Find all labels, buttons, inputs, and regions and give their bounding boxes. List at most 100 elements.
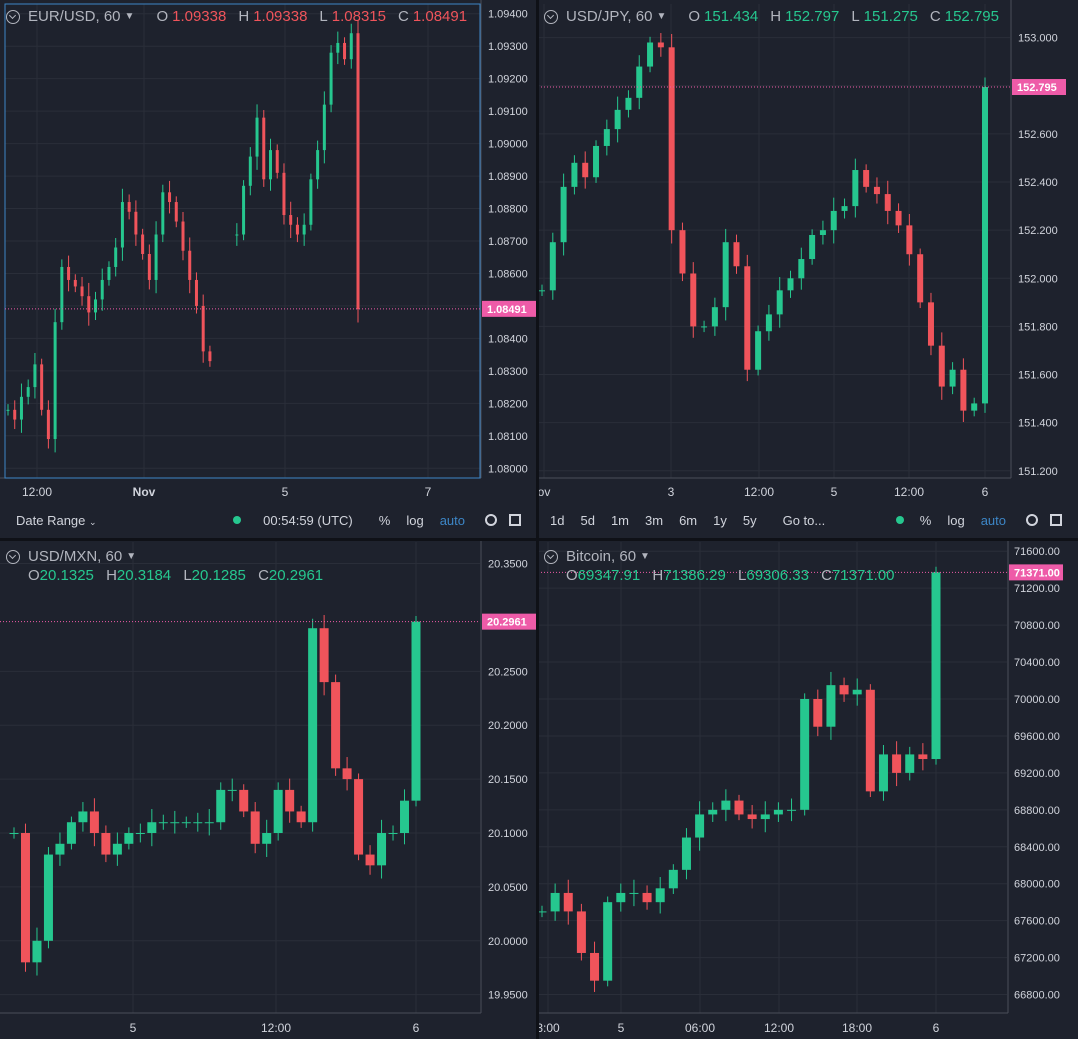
chevron-down-icon[interactable]: ▼ (640, 551, 650, 562)
x-tick-label: 6 (933, 1021, 940, 1035)
ohlc-usdmxn: O20.1325 H20.3184 L20.1285 C20.2961 (28, 567, 323, 584)
candle-body (147, 253, 151, 280)
chart-svg-usdjpy[interactable]: 153.000152.800152.600152.400152.200152.0… (538, 0, 1078, 502)
candle-body (9, 833, 19, 835)
candle-body (13, 409, 17, 420)
last-price-badge (482, 300, 536, 317)
gear-icon[interactable] (485, 514, 497, 526)
candle-body (655, 888, 665, 903)
symbol-label[interactable]: EUR/USD, 60 (28, 8, 121, 25)
x-tick-label: 12:00 (894, 485, 924, 499)
collapse-icon[interactable] (544, 549, 558, 564)
candle-body (239, 789, 249, 812)
collapse-icon[interactable] (6, 9, 20, 24)
y-tick-label: 1.09300 (488, 41, 528, 53)
chart-pane-btc[interactable]: 71600.00 71200.00 70800.00 70400.00 70000.00… (538, 540, 1078, 1039)
candle-body (170, 822, 180, 824)
candle-body (734, 800, 744, 815)
collapse-icon[interactable] (544, 9, 558, 24)
symbol-label[interactable]: USD/MXN, 60 (28, 548, 123, 565)
candle-body (852, 170, 859, 207)
candle-body (285, 789, 295, 812)
symbol-label[interactable]: USD/JPY, 60 (566, 8, 653, 25)
chart-svg-usdmxn[interactable]: 20.3500 20.2500 20.2000 20.1500 20.1000 20.05… (0, 540, 537, 1039)
candle-body (154, 234, 158, 280)
candle-body (282, 172, 286, 216)
candle-body (46, 409, 50, 440)
x-tick-label: 18:00 (842, 1021, 872, 1035)
candle-body (181, 221, 185, 251)
fullscreen-icon[interactable] (509, 514, 521, 526)
log-toggle[interactable]: log (947, 512, 965, 528)
symbol-label[interactable]: Bitcoin, 60 (566, 548, 637, 565)
chart-pane-usdmxn[interactable]: 20.3500 20.2500 20.2000 20.1500 20.1000 20.05… (0, 540, 537, 1039)
log-toggle[interactable]: log (406, 512, 424, 528)
high-key: H (652, 567, 664, 584)
date-range-button[interactable]: Date Range ⌄ (16, 513, 97, 528)
chart-pane-eurusd[interactable]: 1.09400 1.09300 1.09200 1.09100 1.09000 1.089… (0, 0, 537, 502)
y-tick-label: 20.3500 (488, 559, 528, 571)
candle-body (839, 685, 849, 695)
range-button-1d[interactable]: 1d (550, 512, 565, 528)
chevron-down-icon[interactable]: ▼ (124, 11, 135, 22)
range-button-1y[interactable]: 1y (713, 512, 727, 528)
candle-body (642, 892, 652, 903)
chevron-down-icon[interactable]: ▼ (656, 11, 667, 22)
goto-button[interactable]: Go to... (782, 512, 826, 528)
candle-body (43, 854, 53, 941)
candle-body (319, 628, 329, 683)
candle-body (336, 42, 340, 53)
chart-pane-usdjpy[interactable]: 153.000152.800152.600152.400152.200152.0… (538, 0, 1078, 502)
range-button-3m[interactable]: 3m (645, 512, 664, 528)
candle-body (695, 814, 705, 838)
y-tick-label: 153.000 (1018, 33, 1058, 45)
low-key: L (738, 567, 747, 584)
range-button-6m[interactable]: 6m (679, 512, 698, 528)
chart-svg-btc[interactable]: 71600.00 71200.00 70800.00 70400.00 70000.00… (538, 540, 1078, 1039)
auto-toggle[interactable]: auto (439, 512, 465, 528)
chart-svg-eurusd[interactable]: 1.09400 1.09300 1.09200 1.09100 1.09000 1.089… (0, 0, 537, 502)
candle-body (668, 869, 678, 889)
candle-body (787, 278, 794, 291)
range-button-5d[interactable]: 5d (580, 512, 595, 528)
y-tick-label: 1.09000 (488, 139, 528, 151)
range-button-1m[interactable]: 1m (610, 512, 629, 528)
y-tick-label: 20.1000 (488, 828, 528, 840)
candle-body (6, 409, 10, 411)
fullscreen-icon[interactable] (1050, 514, 1062, 526)
candle-body (120, 202, 124, 248)
candle-body (773, 809, 783, 815)
candles (6, 19, 360, 453)
candle-body (747, 814, 757, 820)
x-tick-label: 5 (618, 1021, 625, 1035)
percent-toggle[interactable]: % (919, 512, 932, 528)
gear-icon[interactable] (1026, 514, 1038, 526)
percent-toggle[interactable]: % (378, 512, 391, 528)
chevron-down-icon[interactable]: ▼ (126, 551, 137, 562)
y-tick-label: 20.0500 (488, 882, 528, 894)
legend-eurusd: EUR/USD, 60 ▼ O 1.09338 H 1.09338 L 1.08315… (6, 8, 467, 25)
candle-body (114, 247, 118, 267)
candle-body (78, 811, 88, 823)
pane-separator-vertical[interactable] (536, 0, 539, 1039)
clock-time[interactable]: 00:54:59 (UTC) (263, 512, 353, 528)
close-value: 152.795 (944, 8, 999, 25)
candle-body (571, 162, 578, 187)
candle-body (576, 911, 586, 953)
candle-body (982, 87, 988, 404)
candle-body (26, 387, 30, 397)
candle-body (227, 789, 237, 791)
candle-body (354, 779, 364, 855)
candle-body (289, 215, 293, 225)
candle-body (616, 892, 626, 903)
candle-body (603, 902, 613, 981)
candle-body (181, 822, 191, 824)
candle-body (168, 192, 172, 203)
candle-body (250, 811, 260, 844)
pane-separator-horizontal[interactable] (0, 538, 1078, 541)
collapse-icon[interactable] (6, 549, 20, 564)
low-value: 1.08315 (331, 8, 386, 25)
candle-body (100, 279, 104, 300)
range-button-5y[interactable]: 5y (742, 512, 757, 528)
auto-toggle[interactable]: auto (980, 512, 1006, 528)
